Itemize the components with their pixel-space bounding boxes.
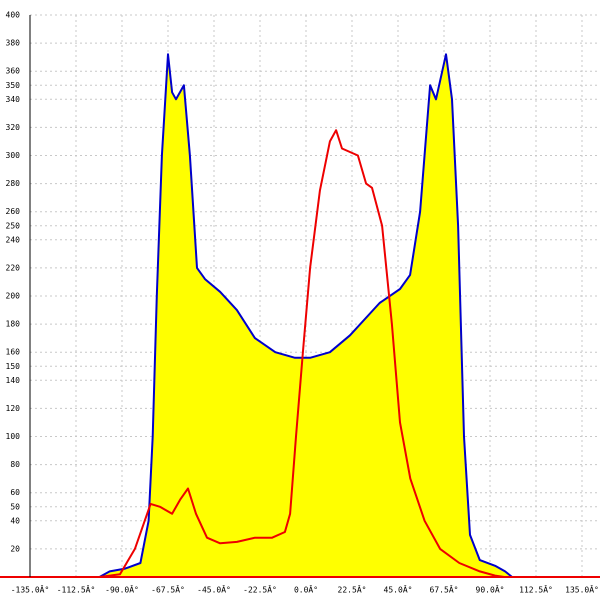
- y-tick-label: 160: [6, 348, 21, 357]
- x-tick-label: -90.0Â°: [105, 584, 139, 595]
- y-tick-label: 380: [6, 39, 21, 48]
- y-tick-label: 360: [6, 67, 21, 76]
- x-tick-label: -45.0Â°: [197, 584, 231, 595]
- y-tick-label: 140: [6, 376, 21, 385]
- area: [99, 54, 513, 578]
- y-tick-label: 200: [6, 292, 21, 301]
- y-tick-label: 320: [6, 123, 21, 132]
- y-tick-label: 20: [10, 544, 20, 553]
- x-tick-label: -67.5Â°: [151, 584, 185, 595]
- x-tick-label: 90.0Â°: [476, 584, 505, 595]
- x-tick-label: 22.5Â°: [338, 584, 367, 595]
- x-tick-label: -22.5Â°: [243, 584, 277, 595]
- y-tick-label: 240: [6, 235, 21, 244]
- y-tick-label: 220: [6, 263, 21, 272]
- y-tick-label: 50: [10, 502, 20, 511]
- y-tick-label: 120: [6, 404, 21, 413]
- y-tick-label: 180: [6, 320, 21, 329]
- y-tick-label: 350: [6, 81, 21, 90]
- line: [99, 53, 513, 578]
- y-tick-label: 100: [6, 432, 21, 441]
- x-tick-label: -135.0Â°: [11, 584, 50, 595]
- x-tick-label: 0.0Â°: [294, 584, 318, 595]
- x-tick-label: 112.5Â°: [519, 584, 553, 595]
- x-tick-label: 135.0Â°: [565, 584, 599, 595]
- x-tick-label: 67.5Â°: [430, 584, 459, 595]
- y-tick-label: 300: [6, 151, 21, 160]
- x-tick-label: 45.0Â°: [384, 584, 413, 595]
- line: [99, 129, 505, 578]
- y-tick-label: 280: [6, 179, 21, 188]
- y-tick-label: 340: [6, 95, 21, 104]
- y-tick-label: 40: [10, 516, 20, 525]
- y-tick-label: 150: [6, 362, 21, 371]
- y-tick-label: 60: [10, 488, 20, 497]
- y-tick-label: 80: [10, 460, 20, 469]
- y-tick-label: 400: [6, 11, 21, 20]
- y-tick-label: 260: [6, 207, 21, 216]
- y-tick-label: 250: [6, 221, 21, 230]
- x-tick-label: -112.5Â°: [57, 584, 96, 595]
